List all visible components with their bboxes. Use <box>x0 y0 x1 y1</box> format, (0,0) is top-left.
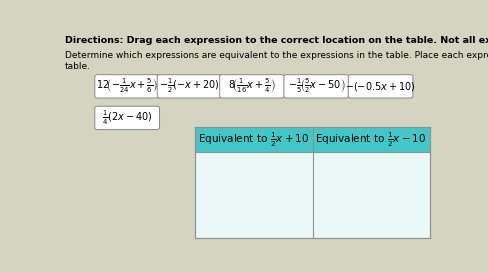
Bar <box>195 127 430 152</box>
Text: $12\!\left(-\frac{1}{24}x+\frac{5}{6}\right)$: $12\!\left(-\frac{1}{24}x+\frac{5}{6}\ri… <box>96 77 158 96</box>
Text: $-\frac{1}{5}\!\left(\frac{5}{2}x-50\right)$: $-\frac{1}{5}\!\left(\frac{5}{2}x-50\rig… <box>287 77 345 96</box>
Text: $\frac{1}{4}(2x-40)$: $\frac{1}{4}(2x-40)$ <box>102 109 153 127</box>
Text: $-\frac{1}{2}(-x+20)$: $-\frac{1}{2}(-x+20)$ <box>159 77 220 96</box>
Text: Equivalent to $\frac{1}{2}x - 10$: Equivalent to $\frac{1}{2}x - 10$ <box>315 130 427 149</box>
Bar <box>195 127 430 238</box>
FancyBboxPatch shape <box>220 75 285 98</box>
Text: table.: table. <box>65 62 91 71</box>
Text: Equivalent to $\frac{1}{2}x + 10$: Equivalent to $\frac{1}{2}x + 10$ <box>198 130 309 149</box>
FancyBboxPatch shape <box>95 75 160 98</box>
FancyBboxPatch shape <box>157 75 222 98</box>
Text: $8\!\left(\frac{1}{16}x+\frac{5}{4}\right)$: $8\!\left(\frac{1}{16}x+\frac{5}{4}\righ… <box>228 77 276 96</box>
FancyBboxPatch shape <box>284 75 348 98</box>
FancyBboxPatch shape <box>95 106 160 130</box>
Text: $-(-0.5x+10)$: $-(-0.5x+10)$ <box>345 80 416 93</box>
Text: Determine which expressions are equivalent to the expressions in the table. Plac: Determine which expressions are equivale… <box>65 51 488 60</box>
FancyBboxPatch shape <box>348 75 413 98</box>
Text: Directions: Drag each expression to the correct location on the table. Not all e: Directions: Drag each expression to the … <box>65 36 488 45</box>
